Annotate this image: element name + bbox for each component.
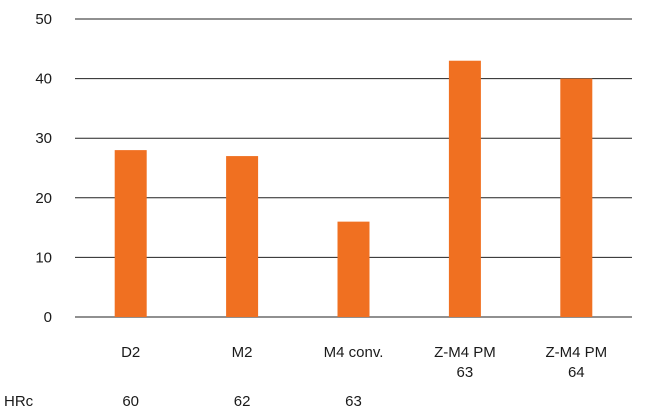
x-tick-label: Z-M4 PM 63 [434,344,496,381]
bar-4 [560,78,593,317]
x-tick-label: Z-M4 PM 64 [545,344,607,381]
bar-0 [114,150,147,317]
y-axis-ticks: 0 10 20 30 40 50 [35,11,52,326]
y-tick-label: 30 [35,130,52,147]
x-tick-label: M4 conv. [324,344,384,361]
bar-3 [448,60,481,317]
hrc-row: HRc 60 62 63 [4,393,362,410]
hrc-value: 60 [122,393,139,410]
y-tick-label: 10 [35,249,52,266]
bar-2 [337,221,370,317]
y-tick-label: 0 [44,309,52,326]
x-tick-label: D2 [121,344,140,361]
hrc-value: 62 [234,393,251,410]
bar-1 [226,156,259,317]
y-tick-label: 50 [35,11,52,28]
bars [114,60,593,317]
hrc-row-label: HRc [4,393,34,410]
hrc-value: 63 [345,393,362,410]
gridlines [75,18,632,318]
y-tick-label: 20 [35,190,52,207]
x-tick-label: M2 [232,344,253,361]
x-axis-labels: D2 M2 M4 conv. Z-M4 PM 63 Z-M4 PM 64 [121,344,607,381]
y-tick-label: 40 [35,71,52,88]
